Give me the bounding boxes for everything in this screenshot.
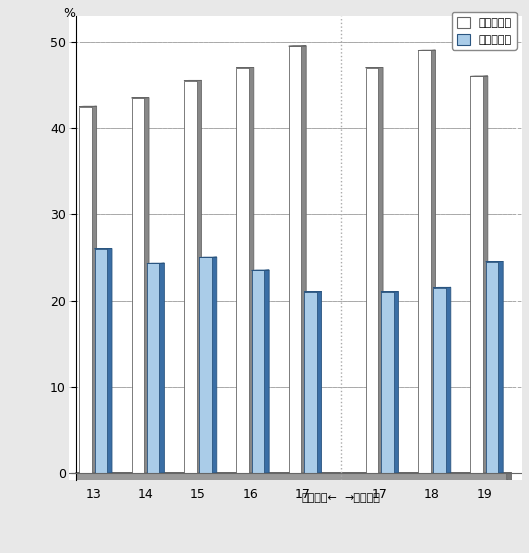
Polygon shape (418, 50, 431, 473)
Text: 旧浜松市←: 旧浜松市← (302, 493, 338, 503)
Polygon shape (394, 291, 398, 473)
Polygon shape (249, 67, 254, 473)
Polygon shape (159, 263, 165, 473)
Polygon shape (302, 46, 306, 473)
Polygon shape (212, 257, 217, 473)
Polygon shape (433, 288, 446, 473)
Polygon shape (95, 249, 107, 473)
Polygon shape (498, 262, 503, 473)
Polygon shape (507, 473, 512, 480)
Polygon shape (76, 473, 507, 480)
Polygon shape (184, 81, 196, 473)
Polygon shape (470, 76, 483, 473)
Polygon shape (196, 80, 202, 473)
Polygon shape (252, 270, 264, 473)
Polygon shape (381, 292, 394, 473)
Polygon shape (264, 270, 269, 473)
Polygon shape (446, 288, 451, 473)
Polygon shape (317, 291, 322, 473)
Polygon shape (366, 67, 378, 473)
Polygon shape (79, 107, 92, 473)
Polygon shape (144, 98, 149, 473)
Text: %: % (63, 7, 75, 20)
Polygon shape (483, 76, 488, 473)
Polygon shape (431, 50, 435, 473)
Polygon shape (304, 292, 317, 473)
Polygon shape (289, 46, 302, 473)
Polygon shape (92, 106, 97, 473)
Polygon shape (486, 262, 498, 473)
Polygon shape (147, 263, 159, 473)
Polygon shape (199, 258, 212, 473)
Polygon shape (107, 248, 112, 473)
Polygon shape (132, 98, 144, 473)
Legend: 義務的経費, 投資的経費: 義務的経費, 投資的経費 (452, 12, 516, 50)
Polygon shape (378, 67, 383, 473)
Polygon shape (236, 67, 249, 473)
Text: →新浜松市: →新浜松市 (344, 493, 380, 503)
